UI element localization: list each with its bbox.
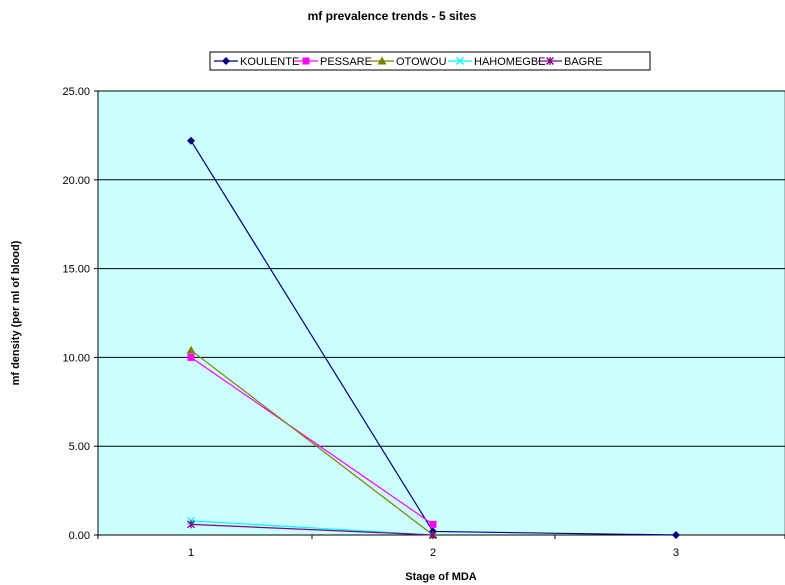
legend: KOULENTE PESSARE OTOWOU HAHOMEGBE BAGRE: [209, 51, 651, 71]
series-bagre: [187, 520, 437, 539]
legend-box: [209, 51, 651, 71]
y-tick-labels: 0.00 5.00 10.00 15.00 20.00 25.00: [62, 86, 98, 542]
x-tick-labels: 1 2 3: [188, 547, 679, 559]
y-tick-label: 25.00: [62, 86, 90, 98]
data-point: [429, 531, 437, 539]
legend-item: OTOWOU: [370, 56, 447, 68]
data-point: [429, 520, 437, 528]
data-point: [187, 136, 195, 145]
x-tick-label: 2: [430, 547, 436, 559]
series-line: [190, 349, 434, 536]
series-pessare: [187, 353, 437, 528]
legend-label: OTOWOU: [396, 56, 447, 68]
legend-marker: [456, 57, 464, 65]
y-tick-label: 5.00: [69, 441, 90, 453]
gridlines: [98, 90, 785, 447]
legend-marker: [222, 57, 230, 65]
data-point: [187, 353, 195, 361]
x-tick-label: 3: [673, 547, 679, 559]
y-tick-label: 0.00: [69, 530, 90, 542]
y-tick-label: 20.00: [62, 175, 90, 187]
legend-label: PESSARE: [320, 56, 372, 68]
legend-label: HAHOMEGBE: [474, 56, 546, 68]
series-group: [186, 136, 680, 539]
legend-item: BAGRE: [538, 56, 603, 68]
legend-item: PESSARE: [294, 56, 372, 68]
legend-marker: [302, 57, 310, 65]
y-tick-label: 15.00: [62, 264, 90, 276]
data-point: [672, 531, 680, 539]
legend-item: KOULENTE: [214, 56, 299, 68]
legend-label: BAGRE: [564, 56, 603, 68]
y-axis-label: mf density (per ml of blood): [10, 240, 22, 385]
legend-label: KOULENTE: [240, 56, 299, 68]
legend-marker: [546, 57, 554, 65]
data-point: [186, 345, 196, 354]
series-line: [190, 523, 434, 536]
chart-title: mf prevalence trends - 5 sites: [308, 9, 477, 23]
series-line: [190, 356, 434, 525]
data-point: [187, 520, 195, 529]
x-axis-label: Stage of MDA: [405, 571, 477, 583]
y-tick-label: 10.00: [62, 352, 90, 364]
legend-item: HAHOMEGBE: [448, 56, 546, 68]
legend-marker: [377, 56, 387, 65]
x-tick-label: 1: [188, 547, 194, 559]
plot-area: [97, 90, 785, 536]
